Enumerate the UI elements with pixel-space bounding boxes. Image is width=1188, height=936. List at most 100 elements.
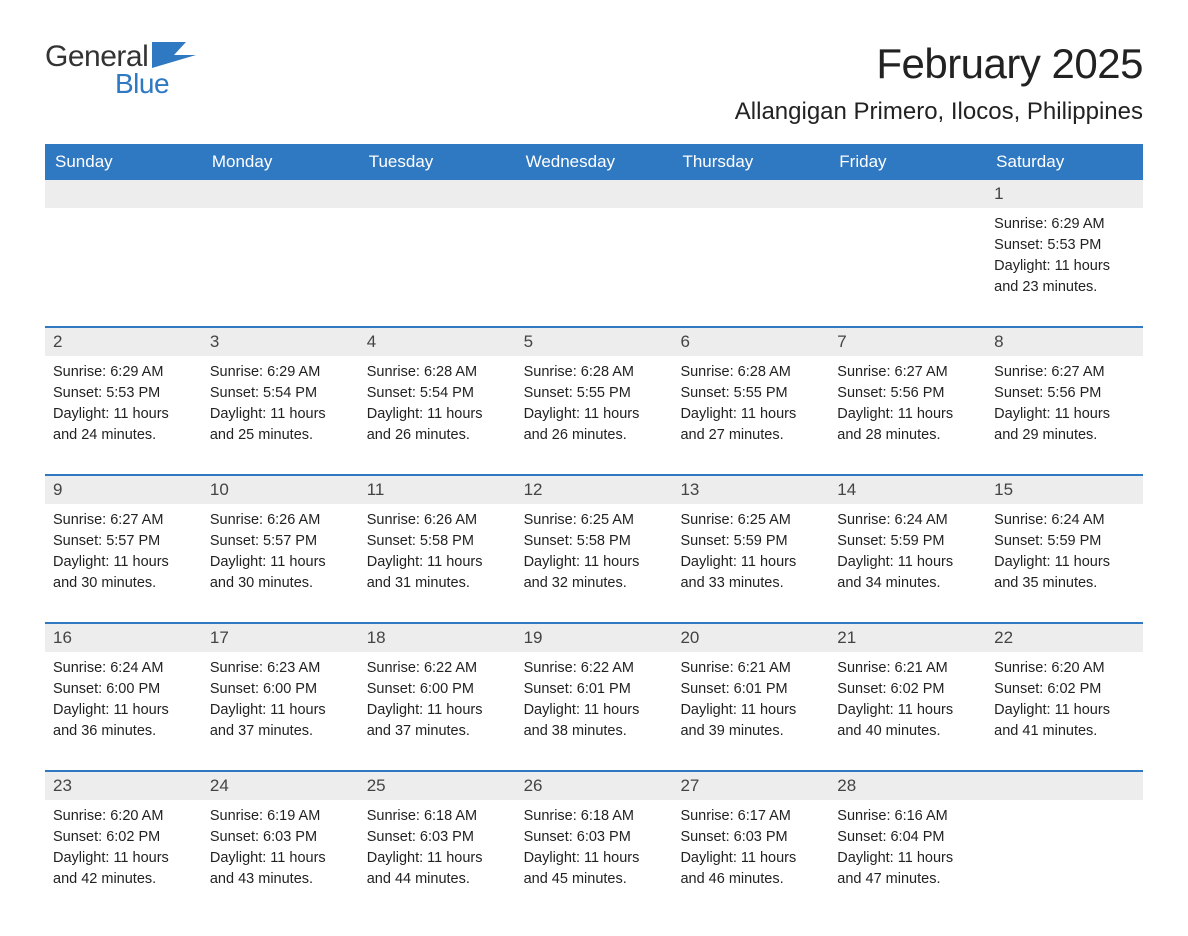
day-number: 3 (202, 328, 359, 356)
day-number (672, 180, 829, 208)
day-body: Sunrise: 6:20 AMSunset: 6:02 PMDaylight:… (45, 800, 202, 896)
day-body: Sunrise: 6:29 AMSunset: 5:54 PMDaylight:… (202, 356, 359, 452)
day-body: Sunrise: 6:24 AMSunset: 6:00 PMDaylight:… (45, 652, 202, 748)
day-number: 16 (45, 624, 202, 652)
day-body: Sunrise: 6:27 AMSunset: 5:56 PMDaylight:… (986, 356, 1143, 452)
day-body: Sunrise: 6:18 AMSunset: 6:03 PMDaylight:… (516, 800, 673, 896)
day-info-line: Daylight: 11 hours and 35 minutes. (994, 552, 1135, 594)
day-cell: 2Sunrise: 6:29 AMSunset: 5:53 PMDaylight… (45, 328, 202, 452)
day-info-line: Sunrise: 6:20 AM (53, 806, 194, 827)
weekday-thursday: Thursday (672, 144, 829, 180)
logo-text-blue: Blue (115, 68, 169, 100)
day-cell (45, 180, 202, 304)
day-info-line: Daylight: 11 hours and 26 minutes. (367, 404, 508, 446)
day-cell: 14Sunrise: 6:24 AMSunset: 5:59 PMDayligh… (829, 476, 986, 600)
day-info-line: Sunrise: 6:24 AM (53, 658, 194, 679)
day-info-line: Sunset: 6:00 PM (53, 679, 194, 700)
day-cell: 19Sunrise: 6:22 AMSunset: 6:01 PMDayligh… (516, 624, 673, 748)
day-number: 10 (202, 476, 359, 504)
day-body: Sunrise: 6:29 AMSunset: 5:53 PMDaylight:… (45, 356, 202, 452)
day-body: Sunrise: 6:21 AMSunset: 6:02 PMDaylight:… (829, 652, 986, 748)
day-number (829, 180, 986, 208)
day-info-line: Daylight: 11 hours and 33 minutes. (680, 552, 821, 594)
day-info-line: Sunrise: 6:22 AM (367, 658, 508, 679)
day-number: 1 (986, 180, 1143, 208)
day-number: 9 (45, 476, 202, 504)
week-row: 1Sunrise: 6:29 AMSunset: 5:53 PMDaylight… (45, 180, 1143, 304)
day-number: 24 (202, 772, 359, 800)
day-info-line: Daylight: 11 hours and 42 minutes. (53, 848, 194, 890)
day-body: Sunrise: 6:25 AMSunset: 5:59 PMDaylight:… (672, 504, 829, 600)
day-body (202, 208, 359, 220)
day-info-line: Sunrise: 6:21 AM (680, 658, 821, 679)
day-number: 2 (45, 328, 202, 356)
day-cell: 28Sunrise: 6:16 AMSunset: 6:04 PMDayligh… (829, 772, 986, 896)
day-number: 22 (986, 624, 1143, 652)
week-row: 2Sunrise: 6:29 AMSunset: 5:53 PMDaylight… (45, 326, 1143, 452)
day-info-line: Sunrise: 6:17 AM (680, 806, 821, 827)
weekday-sunday: Sunday (45, 144, 202, 180)
day-number: 26 (516, 772, 673, 800)
day-info-line: Sunset: 6:01 PM (680, 679, 821, 700)
day-cell: 17Sunrise: 6:23 AMSunset: 6:00 PMDayligh… (202, 624, 359, 748)
logo: General Blue (45, 40, 196, 100)
day-info-line: Sunset: 6:03 PM (367, 827, 508, 848)
day-info-line: Daylight: 11 hours and 27 minutes. (680, 404, 821, 446)
week-row: 16Sunrise: 6:24 AMSunset: 6:00 PMDayligh… (45, 622, 1143, 748)
day-body (672, 208, 829, 220)
day-number: 5 (516, 328, 673, 356)
day-body: Sunrise: 6:28 AMSunset: 5:54 PMDaylight:… (359, 356, 516, 452)
day-cell (359, 180, 516, 304)
day-cell: 20Sunrise: 6:21 AMSunset: 6:01 PMDayligh… (672, 624, 829, 748)
day-info-line: Sunset: 5:59 PM (994, 531, 1135, 552)
day-info-line: Sunset: 6:02 PM (994, 679, 1135, 700)
day-cell: 3Sunrise: 6:29 AMSunset: 5:54 PMDaylight… (202, 328, 359, 452)
day-info-line: Sunrise: 6:24 AM (837, 510, 978, 531)
day-number: 4 (359, 328, 516, 356)
weekday-friday: Friday (829, 144, 986, 180)
weekday-tuesday: Tuesday (359, 144, 516, 180)
day-cell: 1Sunrise: 6:29 AMSunset: 5:53 PMDaylight… (986, 180, 1143, 304)
day-body: Sunrise: 6:26 AMSunset: 5:58 PMDaylight:… (359, 504, 516, 600)
weekday-header-row: Sunday Monday Tuesday Wednesday Thursday… (45, 144, 1143, 180)
day-body: Sunrise: 6:27 AMSunset: 5:56 PMDaylight:… (829, 356, 986, 452)
day-cell: 25Sunrise: 6:18 AMSunset: 6:03 PMDayligh… (359, 772, 516, 896)
day-cell: 11Sunrise: 6:26 AMSunset: 5:58 PMDayligh… (359, 476, 516, 600)
day-number: 15 (986, 476, 1143, 504)
day-body: Sunrise: 6:27 AMSunset: 5:57 PMDaylight:… (45, 504, 202, 600)
day-number: 20 (672, 624, 829, 652)
day-body: Sunrise: 6:23 AMSunset: 6:00 PMDaylight:… (202, 652, 359, 748)
day-cell: 7Sunrise: 6:27 AMSunset: 5:56 PMDaylight… (829, 328, 986, 452)
day-info-line: Sunset: 5:58 PM (367, 531, 508, 552)
day-info-line: Sunset: 5:58 PM (524, 531, 665, 552)
page-header: General Blue February 2025 Allangigan Pr… (45, 40, 1143, 126)
day-body (829, 208, 986, 220)
day-info-line: Daylight: 11 hours and 31 minutes. (367, 552, 508, 594)
day-info-line: Sunrise: 6:19 AM (210, 806, 351, 827)
day-info-line: Sunset: 6:00 PM (210, 679, 351, 700)
day-info-line: Sunset: 5:55 PM (680, 383, 821, 404)
day-info-line: Sunrise: 6:16 AM (837, 806, 978, 827)
day-cell: 9Sunrise: 6:27 AMSunset: 5:57 PMDaylight… (45, 476, 202, 600)
day-info-line: Sunrise: 6:25 AM (524, 510, 665, 531)
day-number: 14 (829, 476, 986, 504)
day-number (986, 772, 1143, 800)
day-info-line: Sunrise: 6:27 AM (994, 362, 1135, 383)
day-info-line: Sunrise: 6:23 AM (210, 658, 351, 679)
day-cell: 5Sunrise: 6:28 AMSunset: 5:55 PMDaylight… (516, 328, 673, 452)
day-info-line: Sunset: 5:59 PM (837, 531, 978, 552)
day-info-line: Daylight: 11 hours and 36 minutes. (53, 700, 194, 742)
day-info-line: Sunrise: 6:26 AM (367, 510, 508, 531)
day-body: Sunrise: 6:24 AMSunset: 5:59 PMDaylight:… (986, 504, 1143, 600)
day-info-line: Daylight: 11 hours and 30 minutes. (53, 552, 194, 594)
day-body: Sunrise: 6:29 AMSunset: 5:53 PMDaylight:… (986, 208, 1143, 304)
day-info-line: Sunrise: 6:18 AM (367, 806, 508, 827)
day-info-line: Sunrise: 6:22 AM (524, 658, 665, 679)
day-cell: 15Sunrise: 6:24 AMSunset: 5:59 PMDayligh… (986, 476, 1143, 600)
day-info-line: Sunrise: 6:29 AM (994, 214, 1135, 235)
title-block: February 2025 Allangigan Primero, Ilocos… (735, 40, 1143, 126)
week-row: 9Sunrise: 6:27 AMSunset: 5:57 PMDaylight… (45, 474, 1143, 600)
day-number: 25 (359, 772, 516, 800)
day-info-line: Daylight: 11 hours and 41 minutes. (994, 700, 1135, 742)
day-cell: 24Sunrise: 6:19 AMSunset: 6:03 PMDayligh… (202, 772, 359, 896)
